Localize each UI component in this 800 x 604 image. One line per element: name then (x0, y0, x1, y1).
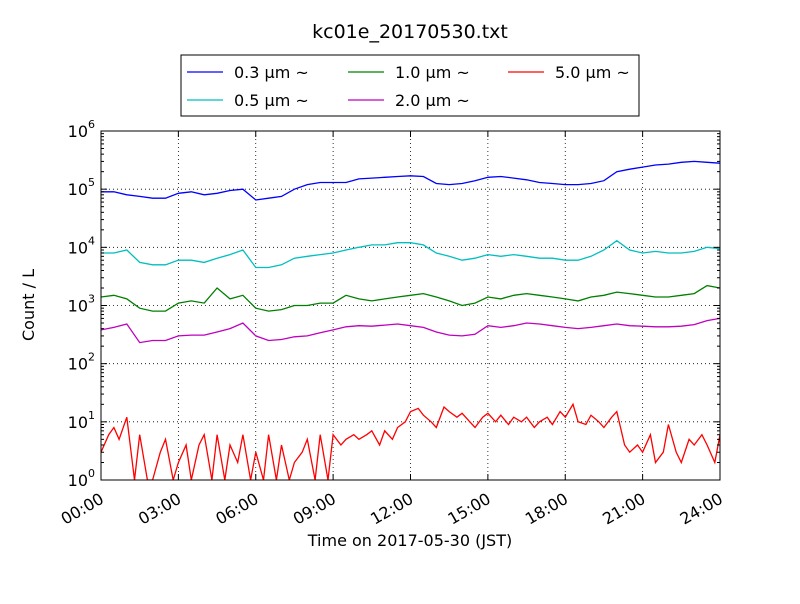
y-tick-label: 105 (68, 176, 95, 199)
x-axis-label: Time on 2017-05-30 (JST) (307, 531, 512, 550)
y-tick-base: 10 (68, 122, 88, 141)
y-tick-base: 10 (68, 238, 88, 257)
legend-label: 2.0 μm ~ (395, 91, 470, 110)
series-line (101, 160, 720, 201)
y-tick-exponent: 5 (88, 176, 95, 189)
series-line (101, 239, 720, 269)
legend-box (180, 54, 640, 117)
series-line (101, 402, 720, 480)
y-axis-label: Count / L (19, 269, 38, 341)
series-line (101, 317, 720, 344)
y-tick-exponent: 2 (88, 351, 95, 364)
y-tick-label: 104 (68, 234, 95, 257)
series-layer (101, 160, 720, 480)
legend-entries: 0.3 μm ~ 1.0 μm ~ 5.0 μm ~ 0.5 μm ~ 2.0 μm ~ (187, 63, 630, 110)
y-tick-base: 10 (68, 413, 88, 432)
y-tick-exponent: 6 (88, 118, 95, 131)
legend-label: 1.0 μm ~ (395, 63, 470, 82)
y-tick-exponent: 3 (88, 293, 95, 306)
y-tick-base: 10 (68, 355, 88, 374)
y-tick-label: 102 (68, 351, 95, 374)
plot-area (101, 131, 720, 480)
y-tick-label: 100 (68, 467, 95, 490)
legend-label: 5.0 μm ~ (555, 63, 630, 82)
y-tick-base: 10 (68, 471, 88, 490)
tick-layer (100, 130, 721, 481)
y-tick-exponent: 0 (88, 467, 95, 480)
y-tick-label: 103 (68, 293, 95, 316)
y-tick-label: 101 (68, 409, 95, 432)
legend-label: 0.5 μm ~ (234, 91, 309, 110)
series-line (101, 284, 720, 312)
y-tick-label: 106 (68, 118, 95, 141)
y-tick-exponent: 1 (88, 409, 95, 422)
chart-title: kc01e_20170530.txt (312, 21, 508, 43)
y-tick-exponent: 4 (88, 234, 95, 247)
legend-label: 0.3 μm ~ (234, 63, 309, 82)
y-tick-base: 10 (68, 180, 88, 199)
y-tick-base: 10 (68, 297, 88, 316)
legend: 0.3 μm ~ 1.0 μm ~ 5.0 μm ~ 0.5 μm ~ 2.0 μm ~ (180, 54, 640, 117)
